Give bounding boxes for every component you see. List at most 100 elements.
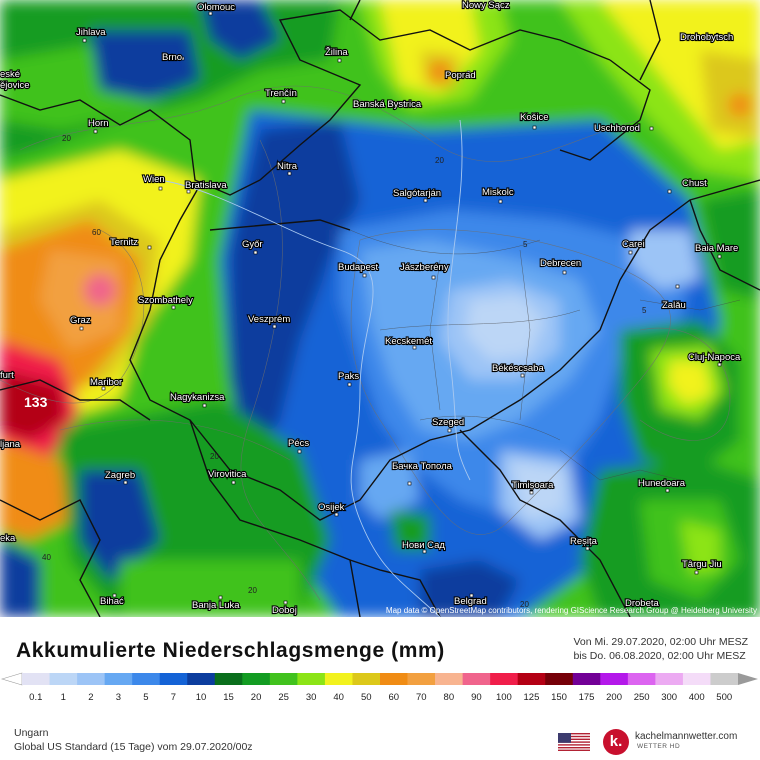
precipitation-map[interactable]: 20 20 20 60 5 5 20 40 20 20 133 bbox=[0, 0, 760, 617]
city-label: Timișoara bbox=[512, 480, 554, 491]
city-label: furt bbox=[0, 370, 14, 381]
city-label: Ternitz bbox=[110, 237, 138, 248]
legend-tick-label: 10 bbox=[196, 692, 207, 703]
legend-tick-label: 25 bbox=[278, 692, 289, 703]
legend-tick-label: 90 bbox=[471, 692, 482, 703]
admin-borders bbox=[349, 229, 741, 481]
legend-swatch bbox=[242, 673, 271, 685]
contour-label: 20 bbox=[210, 452, 219, 461]
legend-swatch bbox=[187, 673, 216, 685]
contour-label: 20 bbox=[435, 156, 444, 165]
city-label: Бачка Топола bbox=[392, 461, 453, 472]
city-label: Miskolc bbox=[482, 187, 514, 198]
brand-logo-icon[interactable]: k. bbox=[603, 729, 629, 755]
city-label: Banja Luka bbox=[192, 600, 240, 611]
city-label: ljana bbox=[0, 439, 21, 450]
contour-label: 5 bbox=[642, 306, 647, 315]
city-label: Debrecen bbox=[540, 258, 581, 269]
legend-swatch bbox=[710, 673, 739, 685]
legend-tick-label: 0.1 bbox=[29, 692, 42, 703]
city-label: Belgrad bbox=[454, 596, 487, 607]
legend-tick-label: 50 bbox=[361, 692, 372, 703]
city-label: Wien bbox=[143, 174, 165, 185]
city-label: Uschhorod bbox=[594, 123, 640, 134]
brand-subtitle: WETTER HD bbox=[637, 743, 681, 750]
map-canvas: 20 20 20 60 5 5 20 40 20 20 133 bbox=[0, 0, 760, 617]
brand-name[interactable]: kachelmannwetter.com bbox=[635, 731, 738, 742]
legend-tick-label: 300 bbox=[661, 692, 677, 703]
city-label: Nowy Sącz bbox=[462, 0, 510, 11]
city-label: Doboj bbox=[272, 605, 297, 616]
legend-tick-label: 5 bbox=[143, 692, 148, 703]
city-label: Nagykanizsa bbox=[170, 392, 225, 403]
legend-swatch bbox=[159, 673, 188, 685]
legend-tick-label: 30 bbox=[306, 692, 317, 703]
us-flag-icon[interactable] bbox=[558, 733, 590, 751]
city-label: Szombathely bbox=[138, 295, 193, 306]
precip-field bbox=[0, 0, 760, 617]
city-label: Žilina bbox=[325, 47, 348, 58]
contour-labels: 20 20 20 60 5 5 20 40 20 20 bbox=[42, 134, 647, 609]
legend-tick-label: 100 bbox=[496, 692, 512, 703]
city-label: Jihlava bbox=[76, 27, 106, 38]
contour-label: 20 bbox=[230, 471, 239, 480]
contour-label: 20 bbox=[520, 600, 529, 609]
legend-panel: Akkumulierte Niederschlagsmenge (mm) Von… bbox=[0, 617, 760, 760]
legend-swatch bbox=[517, 673, 546, 685]
city-label: Nitra bbox=[277, 161, 298, 172]
city-label: Cluj-Napoca bbox=[688, 352, 741, 363]
legend-swatch bbox=[269, 673, 298, 685]
legend-tick-label: 70 bbox=[416, 692, 427, 703]
legend-tick-label: 150 bbox=[551, 692, 567, 703]
period-to: bis Do. 06.08.2020, 02:00 Uhr MESZ bbox=[573, 650, 746, 662]
contour-label: 40 bbox=[42, 553, 51, 562]
city-label: Paks bbox=[338, 371, 359, 382]
model-label: Global US Standard (15 Tage) vom 29.07.2… bbox=[14, 741, 253, 753]
contour-label: 5 bbox=[523, 240, 528, 249]
contour-label: 60 bbox=[92, 228, 101, 237]
legend-swatch bbox=[104, 673, 133, 685]
period-from: Von Mi. 29.07.2020, 02:00 Uhr MESZ bbox=[573, 636, 748, 648]
legend-title: Akkumulierte Niederschlagsmenge (mm) bbox=[16, 639, 445, 662]
contour-label: 20 bbox=[248, 586, 257, 595]
city-label: ějovice bbox=[0, 80, 30, 91]
legend-swatch bbox=[49, 673, 78, 685]
city-label: Poprad bbox=[445, 70, 476, 81]
legend-tick-label: 250 bbox=[634, 692, 650, 703]
legend-swatch bbox=[380, 673, 408, 685]
city-label: Virovitica bbox=[208, 469, 247, 480]
city-label: Graz bbox=[70, 315, 91, 326]
legend-tick-label: 200 bbox=[606, 692, 622, 703]
city-label: Salgótarján bbox=[393, 188, 441, 199]
map-attribution: Map data © OpenStreetMap contributors, r… bbox=[386, 606, 757, 615]
rivers bbox=[159, 119, 471, 617]
city-label: Osijek bbox=[318, 502, 345, 513]
legend-tick-label: 125 bbox=[524, 692, 540, 703]
legend-swatch bbox=[407, 673, 436, 685]
legend-tick-label: 20 bbox=[251, 692, 262, 703]
city-label: Pécs bbox=[288, 438, 309, 449]
city-label: Baia Mare bbox=[695, 243, 738, 254]
city-label: Bihać bbox=[100, 596, 124, 607]
city-label: Trenčín bbox=[265, 88, 297, 99]
period-range: Von Mi. 29.07.2020, 02:00 Uhr MESZ bis D… bbox=[573, 635, 748, 663]
legend-swatch bbox=[545, 673, 574, 685]
legend-swatch bbox=[214, 673, 243, 685]
city-label: eka bbox=[0, 533, 16, 544]
legend-tick-label: 175 bbox=[579, 692, 595, 703]
legend-swatch bbox=[682, 673, 711, 685]
city-label: Szeged bbox=[432, 417, 464, 428]
legend-swatch bbox=[462, 673, 491, 685]
legend-swatch bbox=[324, 673, 353, 685]
city-label: Kecskemét bbox=[385, 336, 432, 347]
legend-swatch bbox=[22, 673, 50, 685]
city-label: Budapest bbox=[338, 262, 379, 273]
region-label: Ungarn bbox=[14, 727, 49, 739]
color-scale: 0.1 1 2 3 5 7 10 15 20 25 30 40 50 60 70 80 90 100 125 150 1… bbox=[0, 672, 758, 703]
city-label: Reșița bbox=[570, 536, 598, 547]
city-label: Veszprém bbox=[248, 314, 290, 325]
legend-swatch bbox=[600, 673, 629, 685]
legend-tick-label: 400 bbox=[689, 692, 705, 703]
legend-tick-label: 80 bbox=[444, 692, 455, 703]
city-label: Horn bbox=[88, 118, 109, 129]
